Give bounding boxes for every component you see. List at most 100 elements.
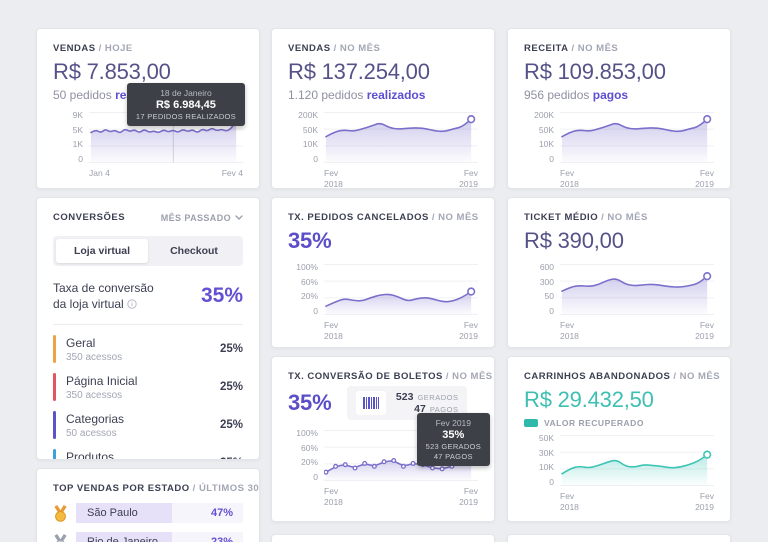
boletos-chart[interactable]: 100% 60% 20% 0 Fev 2018 Fev 2019 — [288, 429, 478, 508]
list-item-produtos: Produtos 130 acessos 25% — [53, 449, 243, 459]
tooltip-date: 18 de Janeiro — [160, 88, 212, 98]
y-axis-labels: 200K 50K 10K 0 — [534, 110, 554, 164]
x-axis-labels: Fev 2018 Fev 2019 — [324, 486, 478, 508]
tooltip-detail: 17 PEDIDOS REALIZADOS — [135, 112, 236, 121]
receita-mes-chart[interactable]: 200K 50K 10K 0 Fev 2018 Fev 2019 — [524, 110, 714, 189]
card-title-main: CARRINHOS ABANDONADOS — [524, 371, 671, 382]
card-title-suffix: / NO MÊS — [333, 43, 381, 54]
tooltip-detail: 523 GERADOS — [425, 442, 481, 451]
period-dropdown[interactable]: MÊS PASSADO — [161, 213, 243, 223]
card-title-main: RECEITA — [524, 43, 569, 54]
state-row-sao-paulo: São Paulo 47% — [53, 503, 243, 523]
orders-count: 956 pedidos — [524, 88, 593, 102]
card-carrinhos-abandonados: CARRINHOS ABANDONADOS / NO MÊS R$ 29.432,… — [507, 356, 731, 522]
tooltip-date: Fev 2019 — [435, 418, 472, 428]
orders-status: pagos — [592, 88, 629, 102]
card-tx-pedidos-cancelados: TX. PEDIDOS CANCELADOS / NO MÊS 35% 100% 6… — [271, 197, 495, 348]
card-title: VENDAS / HOJE — [53, 43, 243, 54]
card-title: VENDAS / NO MÊS — [288, 43, 478, 54]
list-item-geral: Geral 350 acessos 25% — [53, 335, 243, 364]
vendas-mes-value: R$ 137.254,00 — [288, 59, 430, 84]
legend-color-chip — [524, 419, 538, 427]
pagos-label: PAGOS — [429, 405, 459, 414]
tooltip-value: R$ 6.984,45 — [155, 99, 216, 111]
state-bar: Rio de Janeiro 23% — [76, 532, 243, 542]
gerados-count: 523 — [395, 391, 414, 403]
tab-checkout[interactable]: Checkout — [170, 245, 218, 257]
chart-legend: VALOR RECUPERADO — [524, 418, 714, 428]
divider — [53, 324, 243, 326]
card-title-main: TICKET MÉDIO — [524, 212, 599, 223]
state-percentage: 23% — [210, 536, 233, 542]
x-axis-labels: Fev 2018 Fev 2019 — [324, 168, 478, 189]
card-title-suffix: / NO MÊS — [571, 43, 619, 54]
card-title-main: TX. CONVERSÃO DE BOLETOS — [288, 371, 443, 382]
card-title-suffix: / ÚLTIMOS 30 DIAS — [192, 483, 260, 494]
silver-medal-icon — [53, 533, 68, 542]
card-title-main: CONVERSÕES — [53, 212, 126, 223]
tx-cancelados-chart[interactable]: 100% 60% 20% 0 Fev 2018 Fev 2019 — [288, 263, 478, 342]
list-item-pagina-inicial: Página Inicial 350 acessos 25% — [53, 373, 243, 402]
vendas-hoje-value: R$ 7.853,00 — [53, 59, 171, 84]
legend-label: VALOR RECUPERADO — [544, 418, 644, 428]
item-value: 25% — [219, 381, 243, 394]
card-vendas-hoje: VENDAS/ HOJE R$ 7.853,00 50 pedidos real… — [36, 28, 260, 189]
y-axis-labels: 100% 60% 20% 0 — [296, 428, 318, 482]
gold-medal-icon — [53, 504, 68, 522]
card-title: TOP VENDAS POR ESTADO/ ÚLTIMOS 30 DIAS — [53, 483, 259, 494]
tooltip-value: 35% — [442, 429, 465, 441]
color-bar — [53, 335, 56, 364]
x-axis-labels: Fev 2018 Fev 2019 — [560, 320, 714, 342]
y-axis-labels: 50K 30K 10K 0 — [538, 433, 554, 487]
carrinhos-chart[interactable]: 50K 30K 10K 0 Fev 2018 Fev 2019 — [524, 434, 714, 513]
conversion-rate-label: Taxa de conversão da loja virtual — [53, 281, 154, 312]
color-bar — [53, 411, 56, 440]
state-row-rio-de-janeiro: Rio de Janeiro 23% — [53, 532, 243, 542]
ticket-medio-value: R$ 390,00 — [524, 228, 624, 253]
card-ticket-medio: TICKET MÉDIO / NO MÊS R$ 390,00 600 300 50 0… — [507, 197, 731, 348]
card-title-main: TX. PEDIDOS CANCELADOS — [288, 212, 429, 223]
orders-status: realizados — [366, 88, 426, 102]
pagos-count: 47 — [414, 403, 426, 415]
tooltip-detail: 47 PAGOS — [433, 452, 473, 461]
card-title: TX. CONVERSÃO DE BOLETOS / NO MÊS — [288, 371, 492, 382]
boletos-badge-stats: 523 GERADOS 47 PAGOS — [393, 391, 458, 415]
item-label: Geral — [66, 335, 96, 350]
card-top-vendas-estado: TOP VENDAS POR ESTADO/ ÚLTIMOS 30 DIAS S… — [36, 468, 260, 542]
orders-count: 1.120 pedidos — [288, 88, 367, 102]
orders-count: 50 pedidos — [53, 88, 116, 102]
item-value: 25% — [219, 419, 243, 432]
chart-tooltip: 18 de Janeiro R$ 6.984,45 17 PEDIDOS REA… — [126, 83, 245, 126]
vendas-mes-chart[interactable]: 200K 50K 10K 0 Fev 2018 Fev 2019 — [288, 111, 478, 189]
x-axis-labels: Fev 2018 Fev 2019 — [560, 491, 714, 513]
card-title-main: VENDAS — [53, 43, 96, 54]
partial-card — [507, 534, 731, 542]
state-percentage: 47% — [210, 507, 233, 519]
x-axis-labels: Jan 4 Fev 4 — [89, 168, 243, 178]
item-value: 25% — [219, 343, 243, 356]
receita-mes-subtitle: 956 pedidos pagos — [524, 88, 714, 102]
item-sub: 50 acessos — [66, 427, 117, 439]
y-axis-labels: 9K 5K 1K 0 — [72, 110, 83, 164]
ticket-medio-chart[interactable]: 600 300 50 0 Fev 2018 Fev 2019 — [524, 263, 714, 342]
state-label: São Paulo — [76, 503, 172, 523]
card-title-suffix: / NO MÊS — [673, 371, 721, 382]
color-bar — [53, 373, 56, 402]
card-title-suffix: / NO MÊS — [431, 212, 479, 223]
item-sub: 350 acessos — [66, 389, 123, 401]
list-item-categorias: Categorias 50 acessos 25% — [53, 411, 243, 440]
y-axis-labels: 600 300 50 0 — [539, 262, 554, 316]
info-icon[interactable] — [127, 299, 137, 309]
card-title-suffix: / HOJE — [98, 43, 133, 54]
chevron-down-icon — [235, 215, 243, 220]
gerados-label: GERADOS — [417, 393, 459, 402]
tab-loja-virtual[interactable]: Loja virtual — [56, 239, 148, 263]
card-title: RECEITA / NO MÊS — [524, 43, 714, 54]
card-title: CARRINHOS ABANDONADOS / NO MÊS — [524, 371, 720, 382]
card-title-main: VENDAS — [288, 43, 331, 54]
card-title-main: TOP VENDAS POR ESTADO — [53, 483, 190, 494]
chart-tooltip: Fev 2019 35% 523 GERADOS 47 PAGOS — [416, 413, 490, 466]
conversion-rate-value: 35% — [200, 284, 243, 308]
x-axis-labels: Fev 2018 Fev 2019 — [560, 168, 714, 189]
card-title-suffix: / NO MÊS — [445, 371, 493, 382]
